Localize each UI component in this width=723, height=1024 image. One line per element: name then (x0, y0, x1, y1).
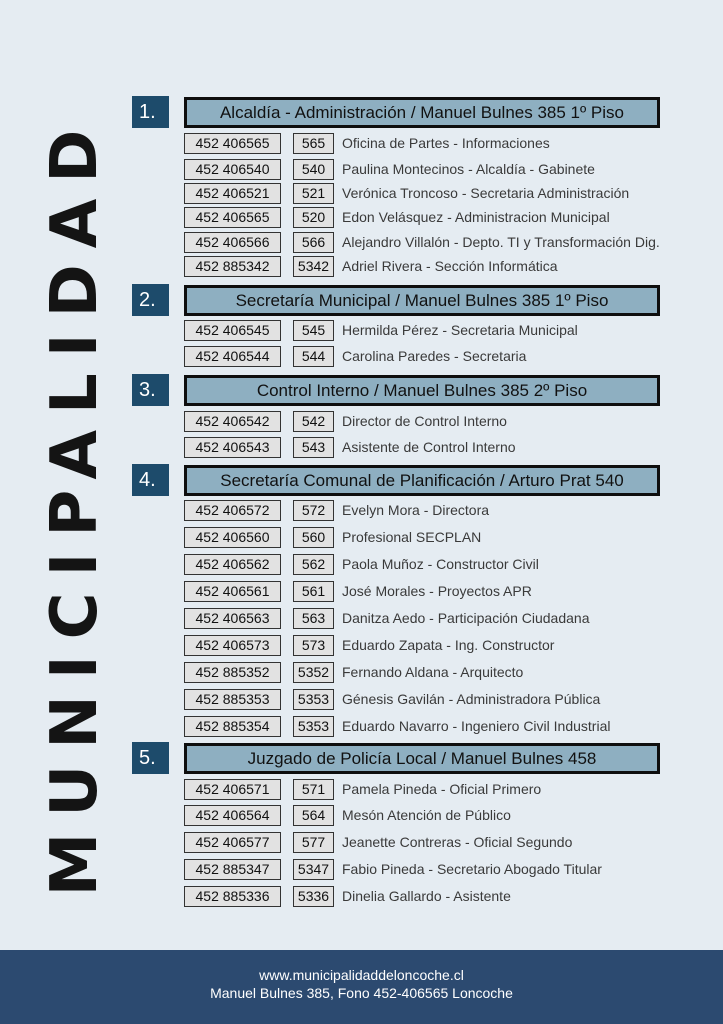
contact-name: Hermilda Pérez - Secretaria Municipal (342, 322, 578, 338)
extension-number: 543 (293, 437, 334, 458)
footer-website[interactable]: www.municipalidaddeloncoche.cl (259, 967, 464, 983)
phone-number[interactable]: 452 406573 (184, 635, 281, 656)
contact-name: Dinelia Gallardo - Asistente (342, 888, 511, 904)
contact-name: José Morales - Proyectos APR (342, 583, 532, 599)
section-number: 2. (132, 284, 169, 316)
phone-number[interactable]: 452 885353 (184, 689, 281, 710)
vertical-title: MUNICIPALIDAD (38, 113, 112, 897)
extension-number: 565 (293, 133, 334, 154)
extension-number: 5336 (293, 886, 334, 907)
phone-number[interactable]: 452 406562 (184, 554, 281, 575)
contact-name: Asistente de Control Interno (342, 439, 516, 455)
phone-number[interactable]: 452 406566 (184, 232, 281, 253)
phone-number[interactable]: 452 406577 (184, 832, 281, 853)
section-header: Alcaldía - Administración / Manuel Bulne… (184, 97, 660, 128)
extension-number: 5342 (293, 256, 334, 277)
contact-name: Oficina de Partes - Informaciones (342, 135, 550, 151)
extension-number: 562 (293, 554, 334, 575)
section-number: 5. (132, 742, 169, 774)
extension-number: 5347 (293, 859, 334, 880)
contact-name: Jeanette Contreras - Oficial Segundo (342, 834, 573, 850)
extension-number: 5353 (293, 689, 334, 710)
extension-number: 560 (293, 527, 334, 548)
contact-name: Génesis Gavilán - Administradora Pública (342, 691, 601, 707)
extension-number: 545 (293, 320, 334, 341)
phone-number[interactable]: 452 406571 (184, 779, 281, 800)
contact-name: Pamela Pineda - Oficial Primero (342, 781, 542, 797)
section-number: 1. (132, 96, 169, 128)
contact-name: Profesional SECPLAN (342, 529, 482, 545)
phone-number[interactable]: 452 406560 (184, 527, 281, 548)
extension-number: 571 (293, 779, 334, 800)
section-header: Juzgado de Policía Local / Manuel Bulnes… (184, 743, 660, 774)
extension-number: 572 (293, 500, 334, 521)
contact-name: Paola Muñoz - Constructor Civil (342, 556, 539, 572)
section-header: Secretaría Comunal de Planificación / Ar… (184, 465, 660, 496)
extension-number: 561 (293, 581, 334, 602)
extension-number: 577 (293, 832, 334, 853)
phone-number[interactable]: 452 406544 (184, 346, 281, 367)
phone-number[interactable]: 452 885354 (184, 716, 281, 737)
contact-name: Edon Velásquez - Administracion Municipa… (342, 209, 610, 225)
contact-name: Paulina Montecinos - Alcaldía - Gabinete (342, 161, 595, 177)
phone-number[interactable]: 452 406542 (184, 411, 281, 432)
section-number: 3. (132, 374, 169, 406)
phone-number[interactable]: 452 885336 (184, 886, 281, 907)
contact-name: Mesón Atención de Público (342, 807, 511, 823)
phone-number[interactable]: 452 406564 (184, 805, 281, 826)
contact-name: Adriel Rivera - Sección Informática (342, 258, 558, 274)
contact-name: Verónica Troncoso - Secretaria Administr… (342, 185, 630, 201)
extension-number: 544 (293, 346, 334, 367)
phone-number[interactable]: 452 406565 (184, 207, 281, 228)
contact-name: Director de Control Interno (342, 413, 507, 429)
phone-number[interactable]: 452 406561 (184, 581, 281, 602)
phone-number[interactable]: 452 406563 (184, 608, 281, 629)
extension-number: 564 (293, 805, 334, 826)
footer: www.municipalidaddeloncoche.cl Manuel Bu… (0, 950, 723, 1024)
phone-number[interactable]: 452 406521 (184, 183, 281, 204)
extension-number: 5353 (293, 716, 334, 737)
extension-number: 521 (293, 183, 334, 204)
contact-name: Fabio Pineda - Secretario Abogado Titula… (342, 861, 602, 877)
extension-number: 5352 (293, 662, 334, 683)
phone-number[interactable]: 452 406572 (184, 500, 281, 521)
section-header: Control Interno / Manuel Bulnes 385 2º P… (184, 375, 660, 406)
extension-number: 542 (293, 411, 334, 432)
extension-number: 540 (293, 159, 334, 180)
contact-name: Fernando Aldana - Arquitecto (342, 664, 524, 680)
phone-number[interactable]: 452 406565 (184, 133, 281, 154)
phone-number[interactable]: 452 885347 (184, 859, 281, 880)
contact-name: Evelyn Mora - Directora (342, 502, 490, 518)
contact-name: Eduardo Zapata - Ing. Constructor (342, 637, 555, 653)
phone-number[interactable]: 452 885352 (184, 662, 281, 683)
extension-number: 563 (293, 608, 334, 629)
phone-number[interactable]: 452 406540 (184, 159, 281, 180)
extension-number: 520 (293, 207, 334, 228)
phone-number[interactable]: 452 885342 (184, 256, 281, 277)
section-number: 4. (132, 464, 169, 496)
phone-number[interactable]: 452 406545 (184, 320, 281, 341)
contact-name: Eduardo Navarro - Ingeniero Civil Indust… (342, 718, 611, 734)
contact-name: Carolina Paredes - Secretaria (342, 348, 527, 364)
contact-name: Alejandro Villalón - Depto. TI y Transfo… (342, 234, 660, 250)
phone-number[interactable]: 452 406543 (184, 437, 281, 458)
footer-address: Manuel Bulnes 385, Fono 452-406565 Lonco… (210, 985, 513, 1001)
extension-number: 573 (293, 635, 334, 656)
section-header: Secretaría Municipal / Manuel Bulnes 385… (184, 285, 660, 316)
extension-number: 566 (293, 232, 334, 253)
contact-name: Danitza Aedo - Participación Ciudadana (342, 610, 590, 626)
